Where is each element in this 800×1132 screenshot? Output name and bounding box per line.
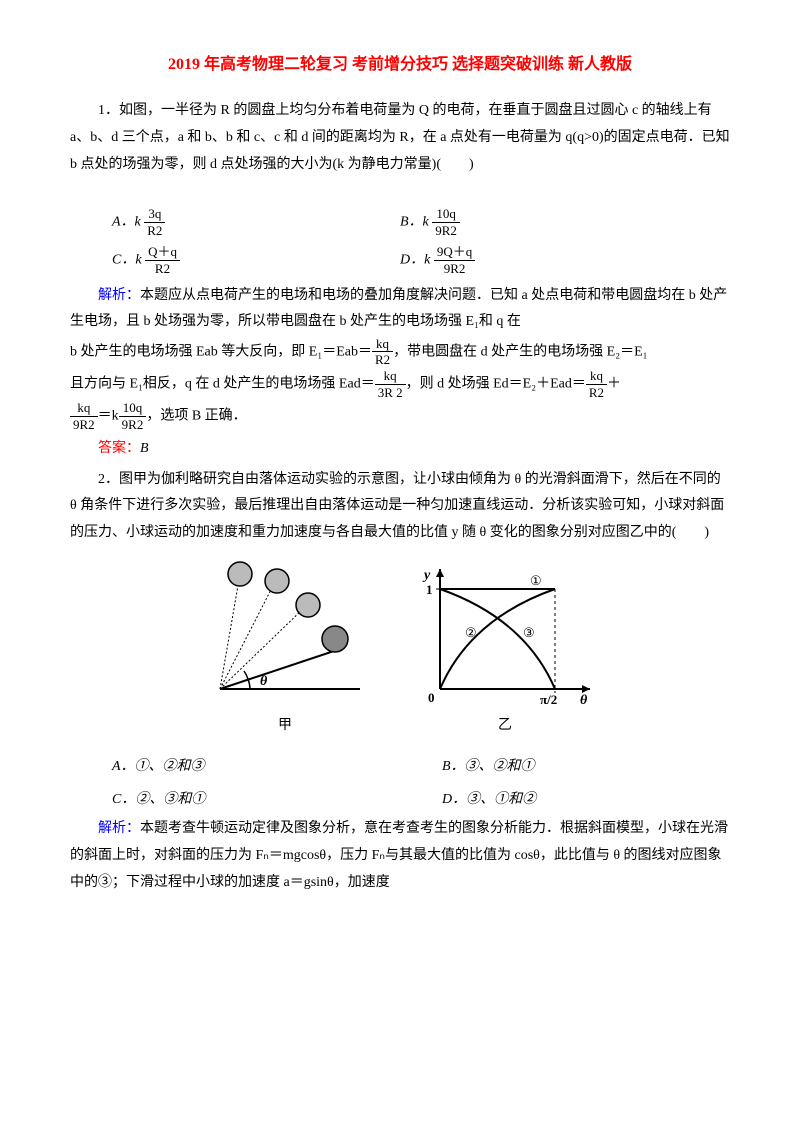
solution-label-2: 解析： [98,821,140,836]
q1-option-c: C．k Q＋q R2 [70,244,400,276]
q2-solution: 解析：本题考查牛顿运动定律及图象分析，意在考查考生的图象分析能力．根据斜面模型，… [70,816,730,896]
q1-solution-p2: b 处产生的电场场强 Eab 等大反向，即 E₁＝Eab＝kqR2，带电圆盘在 … [70,336,730,368]
q2-option-d: D．③、①和② [400,787,730,814]
angle-label: θ [260,674,268,689]
q1-text: 1．如图，一半径为 R 的圆盘上均匀分布着电荷量为 Q 的电荷，在垂直于圆盘且过… [70,98,730,178]
origin: 0 [428,690,435,705]
q1-option-b: B．k 10q9R2 [400,206,730,238]
q2-figures: θ 甲 y θ 1 π/2 0 ① [70,559,730,740]
q1-options-row2: C．k Q＋q R2 D．k 9Q＋q 9R2 [70,244,730,276]
curve2-label: ② [465,625,477,640]
x-tick: π/2 [540,692,557,707]
y-tick: 1 [426,582,433,597]
q1-solution: 解析：本题应从点电荷产生的电场和电场的叠加角度解决问题．已知 a 处点电荷和带电… [70,283,730,336]
y-axis-label: y [422,568,431,583]
solution-label: 解析： [98,288,140,303]
q2-option-b: B．③、②和① [400,754,730,781]
answer-label: 答案： [98,441,140,456]
figure-left: θ 甲 [200,559,370,740]
q1-options-row1: A．k 3qR2 B．k 10q9R2 [70,206,730,238]
q1-solution-p3: 且方向与 E₁相反，q 在 d 处产生的电场场强 Ead＝kq 3R 2，则 d… [70,368,730,400]
q1-solution-p4: kq9R2＝k10q9R2，选项 B 正确． [70,400,730,432]
q2-option-a: A．①、②和③ [70,754,400,781]
x-axis-label: θ [580,693,588,708]
curve1-label: ① [530,573,542,588]
q1-option-d: D．k 9Q＋q 9R2 [400,244,730,276]
q1-answer: 答案：B [70,436,730,463]
q2-option-c: C．②、③和① [70,787,400,814]
q2-text: 2．图甲为伽利略研究自由落体运动实验的示意图，让小球由倾角为 θ 的光滑斜面滑下… [70,467,730,547]
q1-option-a: A．k 3qR2 [70,206,400,238]
page-title: 2019 年高考物理二轮复习 考前增分技巧 选择题突破训练 新人教版 [70,50,730,80]
figure-right: y θ 1 π/2 0 ① ② ③ 乙 [410,559,600,740]
q2-options: A．①、②和③ B．③、②和① C．②、③和① D．③、①和② [70,751,730,816]
curve3-label: ③ [523,625,535,640]
